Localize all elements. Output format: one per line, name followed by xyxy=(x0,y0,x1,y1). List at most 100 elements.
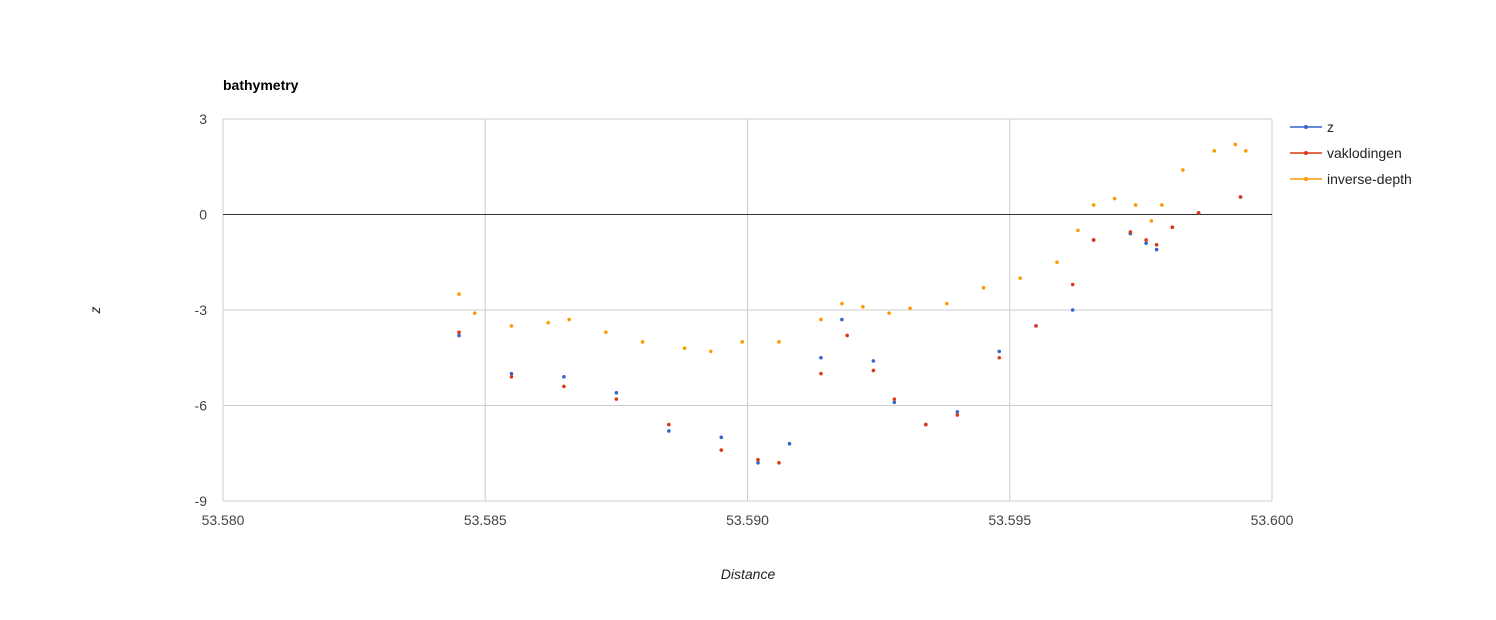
data-point xyxy=(892,400,897,405)
series-inverse-depth xyxy=(457,142,1248,354)
x-tick-label: 53.590 xyxy=(726,512,769,528)
data-point xyxy=(509,375,514,379)
data-point xyxy=(945,301,949,306)
data-point xyxy=(1144,241,1148,245)
data-point xyxy=(1170,225,1175,230)
x-tick-label: 53.585 xyxy=(464,512,507,528)
data-point xyxy=(1091,238,1096,242)
data-point xyxy=(1034,324,1038,328)
legend-swatch-marker xyxy=(1304,151,1308,155)
y-tick-label: -3 xyxy=(195,302,208,318)
data-point xyxy=(756,461,760,465)
legend-label: z xyxy=(1327,119,1334,135)
data-point xyxy=(819,371,823,376)
data-point xyxy=(892,397,897,401)
y-tick-label: 0 xyxy=(199,207,207,223)
data-point xyxy=(777,461,781,465)
x-axis-title: Distance xyxy=(721,566,776,582)
legend-item: vaklodingen xyxy=(1290,145,1402,161)
data-point xyxy=(562,375,566,379)
legend-swatch-marker xyxy=(1304,125,1308,129)
chart-title: bathymetry xyxy=(223,77,299,93)
data-point xyxy=(614,390,619,395)
legend-label: inverse-depth xyxy=(1327,171,1412,187)
legend-item: z xyxy=(1290,119,1334,135)
data-point xyxy=(667,429,671,433)
data-point xyxy=(719,448,724,452)
data-point xyxy=(1070,282,1075,287)
data-point xyxy=(640,340,645,344)
data-point xyxy=(562,384,566,389)
data-point xyxy=(756,457,760,462)
data-point xyxy=(457,330,461,335)
data-point xyxy=(955,410,960,414)
data-point xyxy=(682,346,687,351)
y-tick-label: -9 xyxy=(195,493,208,509)
data-point xyxy=(509,324,514,328)
legend-swatch-marker xyxy=(1304,177,1308,181)
x-tick-label: 53.580 xyxy=(202,512,245,528)
data-point xyxy=(871,368,876,373)
y-tick-label: 3 xyxy=(199,111,207,127)
data-point xyxy=(546,320,550,325)
data-point xyxy=(997,355,1002,360)
data-point xyxy=(457,292,461,296)
data-point xyxy=(787,441,792,446)
data-point xyxy=(887,311,891,315)
data-point xyxy=(981,285,986,290)
data-point xyxy=(1160,203,1164,207)
data-point xyxy=(1154,247,1159,252)
data-point xyxy=(819,317,823,322)
data-point xyxy=(777,340,781,344)
data-point xyxy=(1212,149,1217,153)
data-point xyxy=(509,371,514,376)
data-point xyxy=(1238,195,1243,199)
data-point xyxy=(1243,149,1248,153)
y-tick-label: -6 xyxy=(195,398,208,414)
data-point xyxy=(955,413,960,417)
series-vaklodingen xyxy=(457,195,1243,465)
y-axis-title: z xyxy=(87,307,103,315)
data-point xyxy=(604,330,608,335)
data-point xyxy=(1181,168,1185,172)
x-axis-ticks: 53.580 53.585 53.590 53.595 53.600 xyxy=(202,512,1294,528)
data-point xyxy=(908,306,912,311)
data-point xyxy=(819,355,823,360)
data-point xyxy=(1076,228,1080,233)
data-point xyxy=(614,397,619,401)
data-point xyxy=(840,317,844,322)
data-point xyxy=(1154,242,1159,247)
gridlines xyxy=(222,118,1273,502)
data-point xyxy=(567,317,571,322)
x-tick-label: 53.600 xyxy=(1251,512,1294,528)
data-point xyxy=(1055,260,1059,265)
data-point xyxy=(840,301,844,306)
data-point xyxy=(1112,196,1117,201)
data-point xyxy=(708,349,713,354)
data-point xyxy=(472,311,477,315)
data-point xyxy=(997,349,1002,354)
y-axis-ticks: 3 0 -3 -6 -9 xyxy=(195,111,208,509)
data-point xyxy=(871,359,876,363)
legend-item: inverse-depth xyxy=(1290,171,1412,187)
data-point xyxy=(1091,203,1096,207)
x-tick-label: 53.595 xyxy=(988,512,1031,528)
data-points xyxy=(457,142,1248,465)
data-point xyxy=(457,333,461,338)
data-point xyxy=(1149,219,1154,223)
data-point xyxy=(924,422,928,427)
data-point xyxy=(1133,203,1138,207)
data-point xyxy=(845,333,849,338)
data-point xyxy=(667,422,671,427)
data-point xyxy=(1018,276,1023,280)
data-point xyxy=(1196,211,1201,215)
data-point xyxy=(1144,238,1148,242)
legend: z vaklodingen inverse-depth xyxy=(1290,119,1412,187)
data-point xyxy=(1070,308,1075,312)
legend-label: vaklodingen xyxy=(1327,145,1402,161)
data-point xyxy=(740,340,745,344)
series-z xyxy=(457,195,1243,465)
data-point xyxy=(861,305,865,309)
data-point xyxy=(719,435,724,440)
